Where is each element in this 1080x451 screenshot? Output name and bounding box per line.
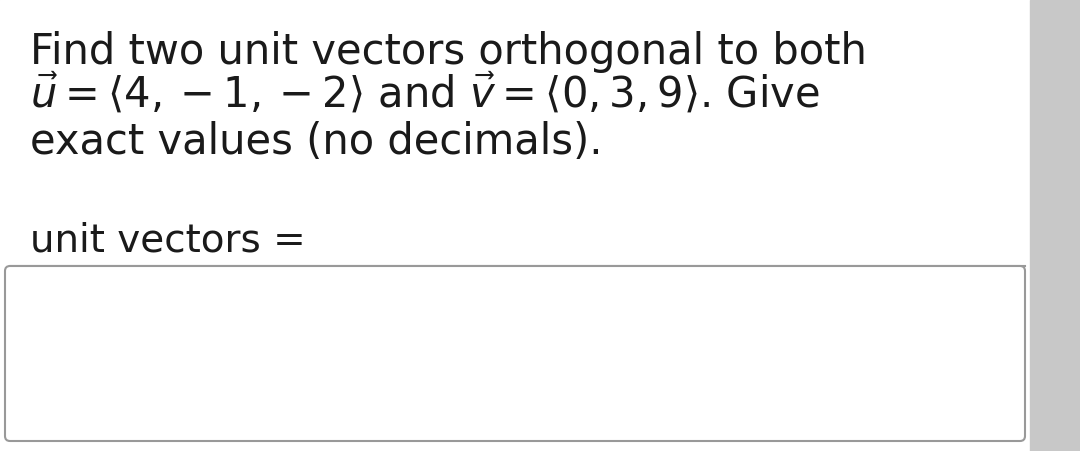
Bar — [1030, 0, 1080, 451]
Text: exact values (no decimals).: exact values (no decimals). — [30, 121, 603, 163]
Text: unit vectors =: unit vectors = — [30, 221, 306, 259]
Text: Find two unit vectors orthogonal to both: Find two unit vectors orthogonal to both — [30, 31, 867, 73]
Text: $\vec{u} = \langle 4, -1, -2 \rangle$ and $\vec{v} = \langle 0, 3, 9 \rangle$. G: $\vec{u} = \langle 4, -1, -2 \rangle$ an… — [30, 71, 820, 116]
FancyBboxPatch shape — [5, 266, 1025, 441]
